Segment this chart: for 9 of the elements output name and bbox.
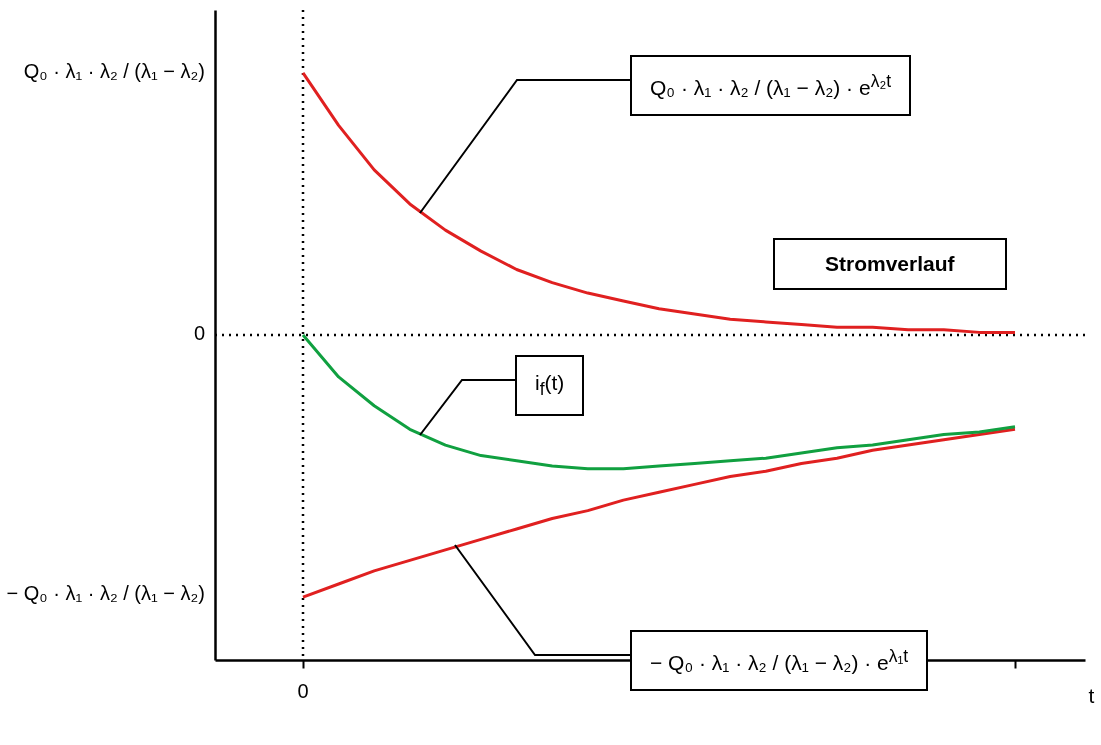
text: 0	[193, 322, 205, 345]
x-axis-title: t	[1088, 683, 1095, 707]
text: 0	[297, 680, 309, 703]
text: Q₀ · λ₁ · λ₂ / (λ₁ − λ₂)	[23, 60, 205, 83]
annotation: i$_{f}$(t)	[515, 355, 585, 417]
text: − Q₀ · λ₁ · λ₂ / (λ₁ − λ₂)	[6, 582, 205, 605]
text: − Q₀ · λ₁ · λ₂ / (λ₁ − λ₂) · e$^{λ₁t}$	[630, 630, 929, 691]
annotation: Stromverlauf	[773, 238, 1007, 290]
annotation: Q₀ · λ₁ · λ₂ / (λ₁ − λ₂) · e$^{λ₂t}$	[630, 55, 912, 116]
